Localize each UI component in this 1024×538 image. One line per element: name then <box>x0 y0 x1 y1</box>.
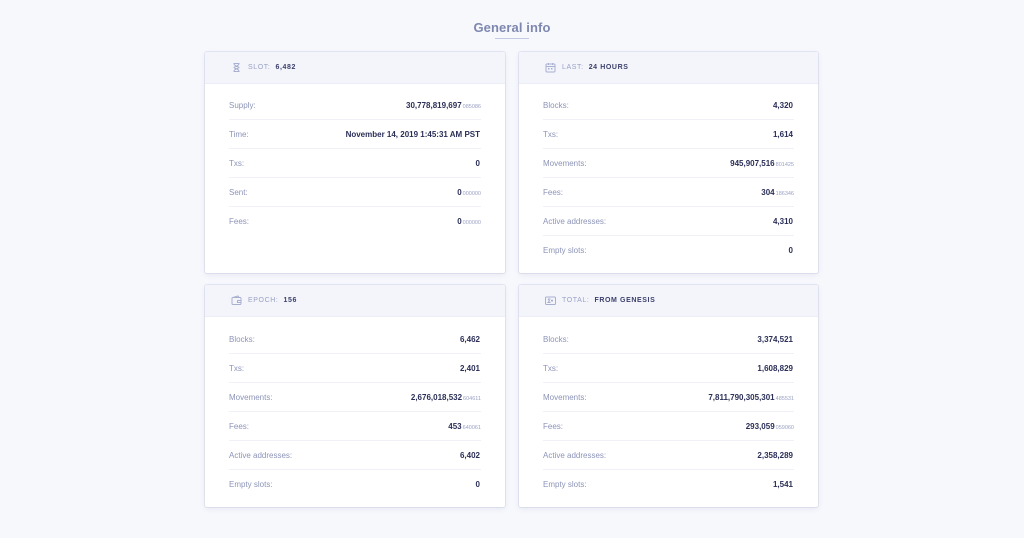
row-label: Fees: <box>543 421 564 431</box>
total-row-empty-slots: Empty slots: 1,541 <box>543 470 794 499</box>
last-rows: Blocks: 4,320 Txs: 1,614 Movements: 945,… <box>519 84 818 265</box>
row-label: Supply: <box>229 100 256 110</box>
row-value: November 14, 2019 1:45:31 AM PST <box>345 129 480 139</box>
row-label: Blocks: <box>543 334 569 344</box>
slot-rows: Supply: 30,778,819,697085086 Time: Novem… <box>205 84 505 236</box>
epoch-row-empty-slots: Empty slots: 0 <box>229 470 481 499</box>
row-label: Movements: <box>543 158 587 168</box>
row-value: 4,320 <box>772 100 793 110</box>
total-card-header: Total: From genesis <box>519 285 818 317</box>
row-value: 1,614 <box>772 129 793 139</box>
row-label: Empty slots: <box>543 246 587 255</box>
row-label: Sent: <box>229 187 248 197</box>
sigma-icon <box>545 295 556 306</box>
last-row-txs: Txs: 1,614 <box>543 120 794 149</box>
slot-label: Slot: <box>248 64 271 71</box>
epoch-row-movements: Movements: 2,676,018,532604611 <box>229 383 481 412</box>
total-row-blocks: Blocks: 3,374,521 <box>543 325 794 354</box>
row-value: 293,059059060 <box>745 421 794 431</box>
row-label: Fees: <box>229 421 250 431</box>
row-label: Fees: <box>543 187 564 197</box>
total-row-fees: Fees: 293,059059060 <box>543 412 794 441</box>
last-label: Last: <box>562 64 584 71</box>
row-label: Txs: <box>543 129 559 139</box>
epoch-row-blocks: Blocks: 6,462 <box>229 325 481 354</box>
row-label: Fees: <box>229 217 250 226</box>
last-row-active-addresses: Active addresses: 4,310 <box>543 207 794 236</box>
total-rows: Blocks: 3,374,521 Txs: 1,608,829 Movemen… <box>519 317 818 499</box>
row-label: Txs: <box>229 158 245 168</box>
row-value: 2,676,018,532604611 <box>410 392 481 402</box>
row-value: 453640061 <box>448 421 481 431</box>
page-title: General info <box>473 20 551 35</box>
epoch-row-active-addresses: Active addresses: 6,402 <box>229 441 481 470</box>
row-label: Movements: <box>229 392 273 402</box>
row-value: 0 <box>475 158 480 168</box>
epoch-rows: Blocks: 6,462 Txs: 2,401 Movements: 2,67… <box>205 317 505 499</box>
epoch-value: 156 <box>283 297 297 304</box>
epoch-card: Epoch: 156 Blocks: 6,462 Txs: 2,401 Move… <box>205 285 505 507</box>
row-label: Active addresses: <box>543 216 607 226</box>
row-value: 6,402 <box>459 450 480 460</box>
calendar-icon <box>545 62 556 73</box>
last-card-header: Last: 24 hours <box>519 52 818 84</box>
row-value: 1,608,829 <box>757 363 793 373</box>
row-label: Empty slots: <box>229 480 273 489</box>
slot-row-time: Time: November 14, 2019 1:45:31 AM PST <box>229 120 481 149</box>
slot-value: 6,482 <box>275 64 296 71</box>
total-card: Total: From genesis Blocks: 3,374,521 Tx… <box>519 285 818 507</box>
slot-card-header: Slot: 6,482 <box>205 52 505 84</box>
total-row-active-addresses: Active addresses: 2,358,289 <box>543 441 794 470</box>
row-label: Time: <box>229 129 249 139</box>
total-row-movements: Movements: 7,811,790,305,301485531 <box>543 383 794 412</box>
row-label: Active addresses: <box>543 450 607 460</box>
row-value: 0 <box>475 480 480 489</box>
slot-row-fees: Fees: 0000000 <box>229 207 481 236</box>
row-value: 2,358,289 <box>757 450 793 460</box>
total-value: From genesis <box>594 297 656 304</box>
row-value: 0000000 <box>457 187 481 197</box>
row-value: 945,907,516801425 <box>730 158 794 168</box>
wallet-icon <box>231 295 242 306</box>
slot-row-txs: Txs: 0 <box>229 149 481 178</box>
slot-row-supply: Supply: 30,778,819,697085086 <box>229 91 481 120</box>
epoch-row-fees: Fees: 453640061 <box>229 412 481 441</box>
row-label: Txs: <box>229 363 245 373</box>
title-underline <box>495 38 529 39</box>
last-row-fees: Fees: 304186346 <box>543 178 794 207</box>
row-value: 6,462 <box>459 334 480 344</box>
last-row-empty-slots: Empty slots: 0 <box>543 236 794 265</box>
row-value: 4,310 <box>772 216 793 226</box>
row-label: Blocks: <box>229 334 255 344</box>
epoch-card-header: Epoch: 156 <box>205 285 505 317</box>
row-label: Active addresses: <box>229 450 293 460</box>
last-row-movements: Movements: 945,907,516801425 <box>543 149 794 178</box>
row-label: Txs: <box>543 363 559 373</box>
total-label: Total: <box>562 297 590 304</box>
total-row-txs: Txs: 1,608,829 <box>543 354 794 383</box>
row-label: Empty slots: <box>543 480 587 489</box>
slot-card: Slot: 6,482 Supply: 30,778,819,697085086… <box>205 52 505 273</box>
epoch-row-txs: Txs: 2,401 <box>229 354 481 383</box>
row-value: 7,811,790,305,301485531 <box>708 392 794 402</box>
slot-row-sent: Sent: 0000000 <box>229 178 481 207</box>
row-label: Blocks: <box>543 100 569 110</box>
row-value: 30,778,819,697085086 <box>406 100 481 110</box>
row-value: 2,401 <box>459 363 480 373</box>
row-value: 0 <box>788 246 793 255</box>
row-value: 1,541 <box>772 480 793 489</box>
hourglass-icon <box>231 62 242 73</box>
row-value: 0000000 <box>457 217 481 226</box>
last-value: 24 hours <box>588 64 629 71</box>
row-value: 3,374,521 <box>757 334 793 344</box>
row-label: Movements: <box>543 392 587 402</box>
last-24h-card: Last: 24 hours Blocks: 4,320 Txs: 1,614 … <box>519 52 818 273</box>
row-value: 304186346 <box>761 187 794 197</box>
last-row-blocks: Blocks: 4,320 <box>543 91 794 120</box>
epoch-label: Epoch: <box>248 297 279 304</box>
